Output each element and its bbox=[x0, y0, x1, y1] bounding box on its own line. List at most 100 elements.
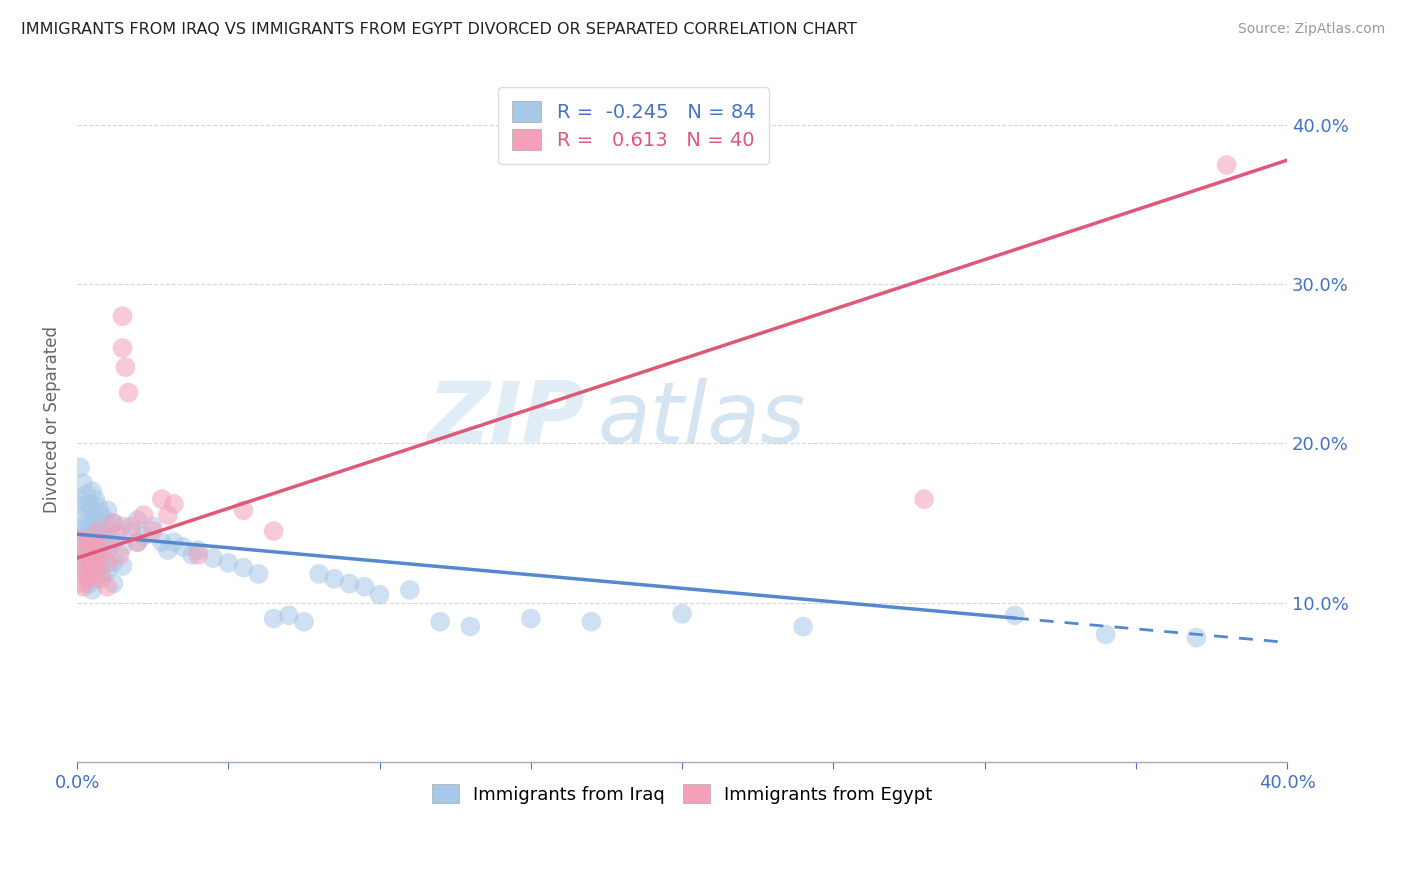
Point bbox=[72, 580, 94, 594]
Point bbox=[108, 548, 131, 562]
Point bbox=[77, 497, 100, 511]
Point bbox=[87, 560, 110, 574]
Point bbox=[111, 341, 134, 355]
Point bbox=[90, 527, 112, 541]
Point bbox=[82, 560, 104, 574]
Point bbox=[353, 580, 375, 594]
Point bbox=[75, 508, 97, 522]
Point bbox=[84, 572, 107, 586]
Text: Source: ZipAtlas.com: Source: ZipAtlas.com bbox=[1237, 22, 1385, 37]
Point bbox=[105, 527, 128, 541]
Point bbox=[187, 548, 209, 562]
Point bbox=[520, 611, 543, 625]
Point bbox=[96, 580, 118, 594]
Point bbox=[93, 513, 115, 527]
Point bbox=[69, 548, 91, 562]
Point bbox=[69, 492, 91, 507]
Point bbox=[87, 540, 110, 554]
Point bbox=[114, 360, 136, 375]
Point bbox=[90, 566, 112, 581]
Point bbox=[77, 556, 100, 570]
Point bbox=[368, 588, 391, 602]
Point bbox=[111, 559, 134, 574]
Point bbox=[671, 607, 693, 621]
Point bbox=[429, 615, 451, 629]
Point bbox=[232, 503, 254, 517]
Point bbox=[84, 513, 107, 527]
Point bbox=[69, 460, 91, 475]
Point bbox=[121, 524, 143, 538]
Point bbox=[82, 503, 104, 517]
Point bbox=[96, 556, 118, 570]
Point bbox=[96, 524, 118, 538]
Point bbox=[163, 497, 186, 511]
Point bbox=[263, 611, 285, 625]
Point bbox=[912, 492, 935, 507]
Point bbox=[75, 487, 97, 501]
Point bbox=[90, 508, 112, 522]
Point bbox=[127, 513, 149, 527]
Point bbox=[69, 532, 91, 546]
Point bbox=[84, 540, 107, 554]
Point bbox=[82, 544, 104, 558]
Point bbox=[323, 572, 346, 586]
Point bbox=[292, 615, 315, 629]
Point bbox=[121, 519, 143, 533]
Point bbox=[77, 576, 100, 591]
Point bbox=[72, 476, 94, 491]
Point bbox=[84, 532, 107, 546]
Point bbox=[90, 548, 112, 562]
Point bbox=[72, 540, 94, 554]
Point bbox=[93, 552, 115, 566]
Point bbox=[792, 619, 814, 633]
Point bbox=[111, 519, 134, 533]
Point bbox=[75, 548, 97, 562]
Point bbox=[75, 566, 97, 581]
Point bbox=[75, 527, 97, 541]
Text: atlas: atlas bbox=[598, 378, 806, 461]
Point bbox=[84, 551, 107, 566]
Point bbox=[77, 548, 100, 562]
Point bbox=[156, 508, 179, 522]
Text: IMMIGRANTS FROM IRAQ VS IMMIGRANTS FROM EGYPT DIVORCED OR SEPARATED CORRELATION : IMMIGRANTS FROM IRAQ VS IMMIGRANTS FROM … bbox=[21, 22, 858, 37]
Point bbox=[84, 564, 107, 578]
Point bbox=[96, 543, 118, 558]
Legend: Immigrants from Iraq, Immigrants from Egypt: Immigrants from Iraq, Immigrants from Eg… bbox=[420, 772, 943, 814]
Point bbox=[90, 548, 112, 562]
Point bbox=[163, 535, 186, 549]
Point bbox=[82, 582, 104, 597]
Point bbox=[181, 548, 204, 562]
Point bbox=[277, 608, 299, 623]
Point bbox=[217, 556, 239, 570]
Point bbox=[142, 519, 165, 533]
Point bbox=[263, 524, 285, 538]
Point bbox=[82, 484, 104, 499]
Point bbox=[1094, 627, 1116, 641]
Point bbox=[132, 529, 155, 543]
Y-axis label: Divorced or Separated: Divorced or Separated bbox=[44, 326, 60, 513]
Point bbox=[69, 524, 91, 538]
Point bbox=[111, 540, 134, 554]
Point bbox=[84, 492, 107, 507]
Point bbox=[72, 560, 94, 574]
Point bbox=[93, 532, 115, 546]
Point bbox=[111, 309, 134, 323]
Point bbox=[103, 576, 125, 591]
Point bbox=[87, 500, 110, 515]
Point bbox=[103, 516, 125, 530]
Point bbox=[150, 492, 173, 507]
Point bbox=[117, 385, 139, 400]
Point bbox=[460, 619, 482, 633]
Point bbox=[72, 556, 94, 570]
Point bbox=[75, 566, 97, 581]
Point bbox=[69, 576, 91, 591]
Point bbox=[75, 543, 97, 558]
Point bbox=[69, 556, 91, 570]
Point bbox=[308, 566, 330, 581]
Point bbox=[72, 500, 94, 515]
Point bbox=[103, 556, 125, 570]
Point bbox=[150, 535, 173, 549]
Point bbox=[398, 582, 420, 597]
Point bbox=[232, 560, 254, 574]
Point bbox=[82, 532, 104, 546]
